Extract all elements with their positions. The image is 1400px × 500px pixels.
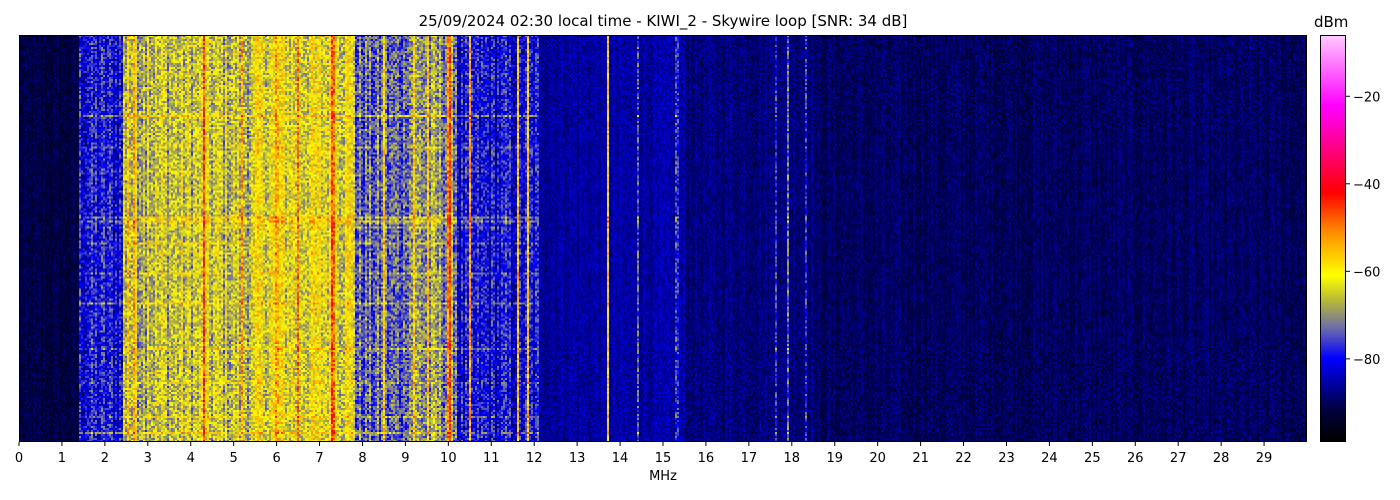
x-tick-label: 27 xyxy=(1170,451,1187,466)
waterfall-heatmap xyxy=(19,35,1307,442)
x-tick-label: 21 xyxy=(912,451,929,466)
x-tick-label: 18 xyxy=(784,451,801,466)
x-tick-label: 7 xyxy=(315,451,323,466)
x-tick-label: 3 xyxy=(144,451,152,466)
x-tick-label: 25 xyxy=(1084,451,1101,466)
chart-title: 25/09/2024 02:30 local time - KIWI_2 - S… xyxy=(418,12,908,30)
x-tick-label: 16 xyxy=(698,451,715,466)
x-tick-label: 6 xyxy=(272,451,280,466)
plot-frame xyxy=(19,35,1307,442)
x-tick-label: 0 xyxy=(15,451,23,466)
x-tick-label: 8 xyxy=(358,451,366,466)
colorbar-tick-label: −40 xyxy=(1353,178,1380,193)
x-tick-label: 17 xyxy=(741,451,758,466)
x-tick-label: 2 xyxy=(101,451,109,466)
x-tick-label: 29 xyxy=(1256,451,1273,466)
x-tick-label: 24 xyxy=(1041,451,1058,466)
colorbar xyxy=(1320,35,1346,442)
x-tick-label: 5 xyxy=(230,451,238,466)
x-tick-label: 4 xyxy=(187,451,195,466)
x-tick-label: 1 xyxy=(58,451,66,466)
x-tick-label: 11 xyxy=(483,451,500,466)
x-tick-label: 10 xyxy=(440,451,457,466)
x-tick-label: 26 xyxy=(1127,451,1144,466)
colorbar-label: dBm xyxy=(1314,13,1349,31)
colorbar-tick-label: −80 xyxy=(1353,353,1380,368)
x-tick-label: 23 xyxy=(998,451,1015,466)
x-tick-label: 12 xyxy=(526,451,543,466)
x-tick-label: 13 xyxy=(569,451,586,466)
x-tick-label: 19 xyxy=(826,451,843,466)
x-tick-label: 14 xyxy=(612,451,629,466)
colorbar-tick-label: −20 xyxy=(1353,90,1380,105)
colorbar-tick-label: −60 xyxy=(1353,265,1380,280)
x-tick-label: 15 xyxy=(655,451,672,466)
x-axis-label: MHz xyxy=(649,469,677,484)
x-tick-label: 9 xyxy=(401,451,409,466)
x-tick-label: 20 xyxy=(869,451,886,466)
x-tick-label: 28 xyxy=(1213,451,1230,466)
x-tick-label: 22 xyxy=(955,451,972,466)
